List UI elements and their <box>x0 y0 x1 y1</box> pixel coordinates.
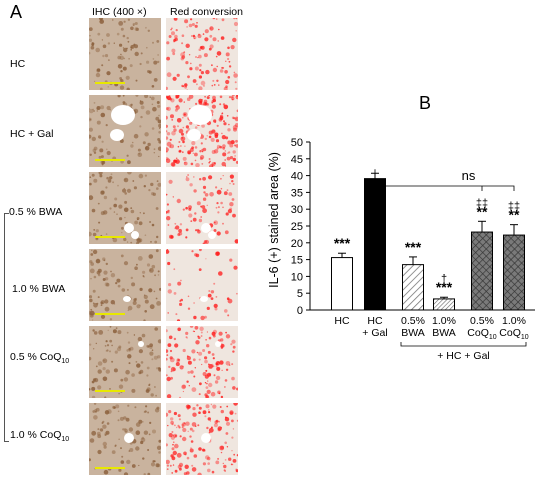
x-tick-label-5: 1.0% <box>502 315 526 327</box>
scale-bar-1 <box>95 159 125 161</box>
y-tick-label-4: 20 <box>291 238 303 250</box>
scale-bar-4 <box>95 390 125 392</box>
significance-label-3-0: *** <box>436 279 453 295</box>
panel-a-label: A <box>10 2 23 22</box>
ihc-micrograph-2 <box>89 172 161 244</box>
red-micrograph-0 <box>166 18 238 90</box>
red-micrograph-1 <box>166 95 238 167</box>
x-tick-label-2: 0.5% <box>401 315 425 327</box>
red-micrograph-3 <box>166 249 238 321</box>
bar-4 <box>471 231 493 311</box>
y-tick-label-1: 5 <box>297 288 303 300</box>
bar-1 <box>364 178 386 311</box>
treatment-bracket <box>4 213 5 441</box>
x-tick-label-line2-3: BWA <box>432 327 456 339</box>
significance-label-3-1: † <box>441 273 447 285</box>
bracket-bottom-tick <box>4 441 9 442</box>
group-label: + HC + Gal <box>437 350 490 362</box>
ihc-column-header: IHC (400 ×) <box>92 6 147 18</box>
ihc-micrograph-3 <box>89 249 161 321</box>
scale-bar-0 <box>95 82 125 84</box>
scale-bar-5 <box>95 467 125 469</box>
bar-0 <box>331 257 353 311</box>
significance-label-4-0: ** <box>477 203 488 219</box>
significance-label-4-1: ‡‡ <box>476 197 488 209</box>
y-tick-label-9: 45 <box>291 154 303 166</box>
x-tick-label-line2-4: CoQ10 <box>467 327 496 341</box>
y-tick-label-0: 0 <box>297 305 303 317</box>
group-bracket <box>400 342 527 347</box>
bar-3 <box>433 298 455 311</box>
significance-label-0-0: *** <box>334 235 351 251</box>
significance-label-5-0: ** <box>509 207 520 223</box>
x-tick-label-line2-5: CoQ10 <box>499 327 528 341</box>
ns-bracket <box>374 169 515 191</box>
bar-2 <box>402 264 424 311</box>
y-tick-label-10: 50 <box>291 137 303 149</box>
y-tick-label-3: 15 <box>291 255 303 267</box>
row-label-2: 0.5 % BWA <box>9 206 63 218</box>
x-tick-label-0: HC <box>334 315 350 327</box>
x-tick-label-line2-1: + Gal <box>362 327 387 339</box>
y-tick-label-8: 40 <box>291 171 303 183</box>
significance-label-2-0: *** <box>405 239 422 255</box>
ihc-micrograph-5 <box>89 403 161 475</box>
y-tick-label-2: 10 <box>291 271 303 283</box>
x-tick-label-line2-2: BWA <box>401 327 425 339</box>
row-label-5: 1.0 % CoQ10 <box>10 429 70 444</box>
bracket-top-tick <box>4 213 9 214</box>
red-micrograph-4 <box>166 326 238 398</box>
ihc-micrograph-1 <box>89 95 161 167</box>
y-tick-label-5: 25 <box>291 221 303 233</box>
red-micrograph-5 <box>166 403 238 475</box>
x-tick-label-4: 0.5% <box>470 315 494 327</box>
row-label-3: 1.0 % BWA <box>12 283 66 295</box>
scale-bar-2 <box>95 236 125 238</box>
y-tick-label-6: 30 <box>291 204 303 216</box>
red-micrograph-2 <box>166 172 238 244</box>
row-label-0: HC <box>10 58 26 70</box>
y-axis-label: IL-6 (+) stained area (%) <box>267 152 281 288</box>
row-label-1: HC + Gal <box>10 128 54 140</box>
bar-5 <box>503 234 525 311</box>
red-conversion-column-header: Red conversion <box>170 6 243 18</box>
ihc-micrograph-4 <box>89 326 161 398</box>
ihc-micrograph-0 <box>89 18 161 90</box>
x-tick-label-1: HC <box>367 315 383 327</box>
panel-b-label: B <box>419 93 432 113</box>
row-label-4: 0.5 % CoQ10 <box>10 351 70 366</box>
significance-label-5-1: ‡‡ <box>508 201 520 213</box>
x-tick-label-3: 1.0% <box>432 315 456 327</box>
ns-label: ns <box>462 168 476 183</box>
il6-bar-chart: IL-6 (+) stained area (%) 0 5 10 15 20 25 30 35… <box>267 137 535 362</box>
y-tick-label-7: 35 <box>291 187 303 199</box>
scale-bar-3 <box>95 313 125 315</box>
